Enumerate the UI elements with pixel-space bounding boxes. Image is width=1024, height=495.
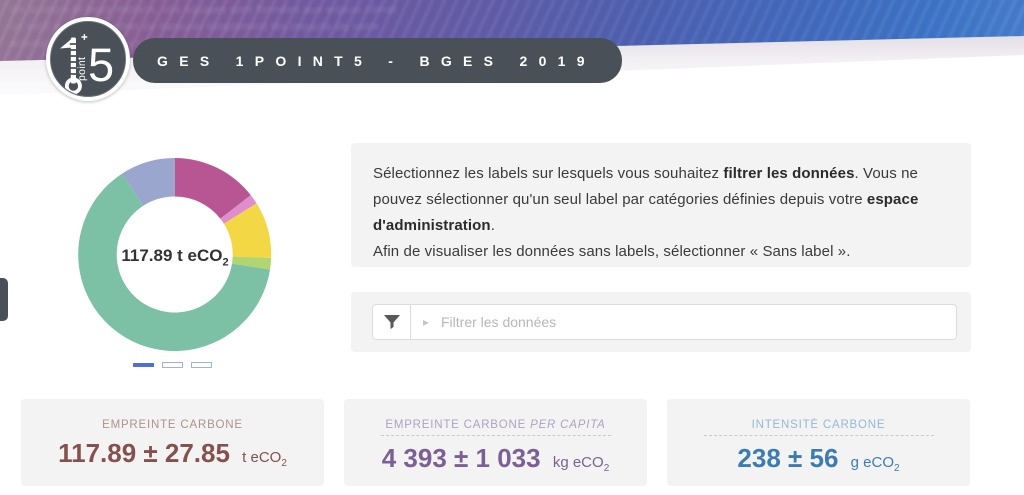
- svg-text:5: 5: [88, 38, 114, 91]
- svg-text:point: point: [76, 57, 88, 81]
